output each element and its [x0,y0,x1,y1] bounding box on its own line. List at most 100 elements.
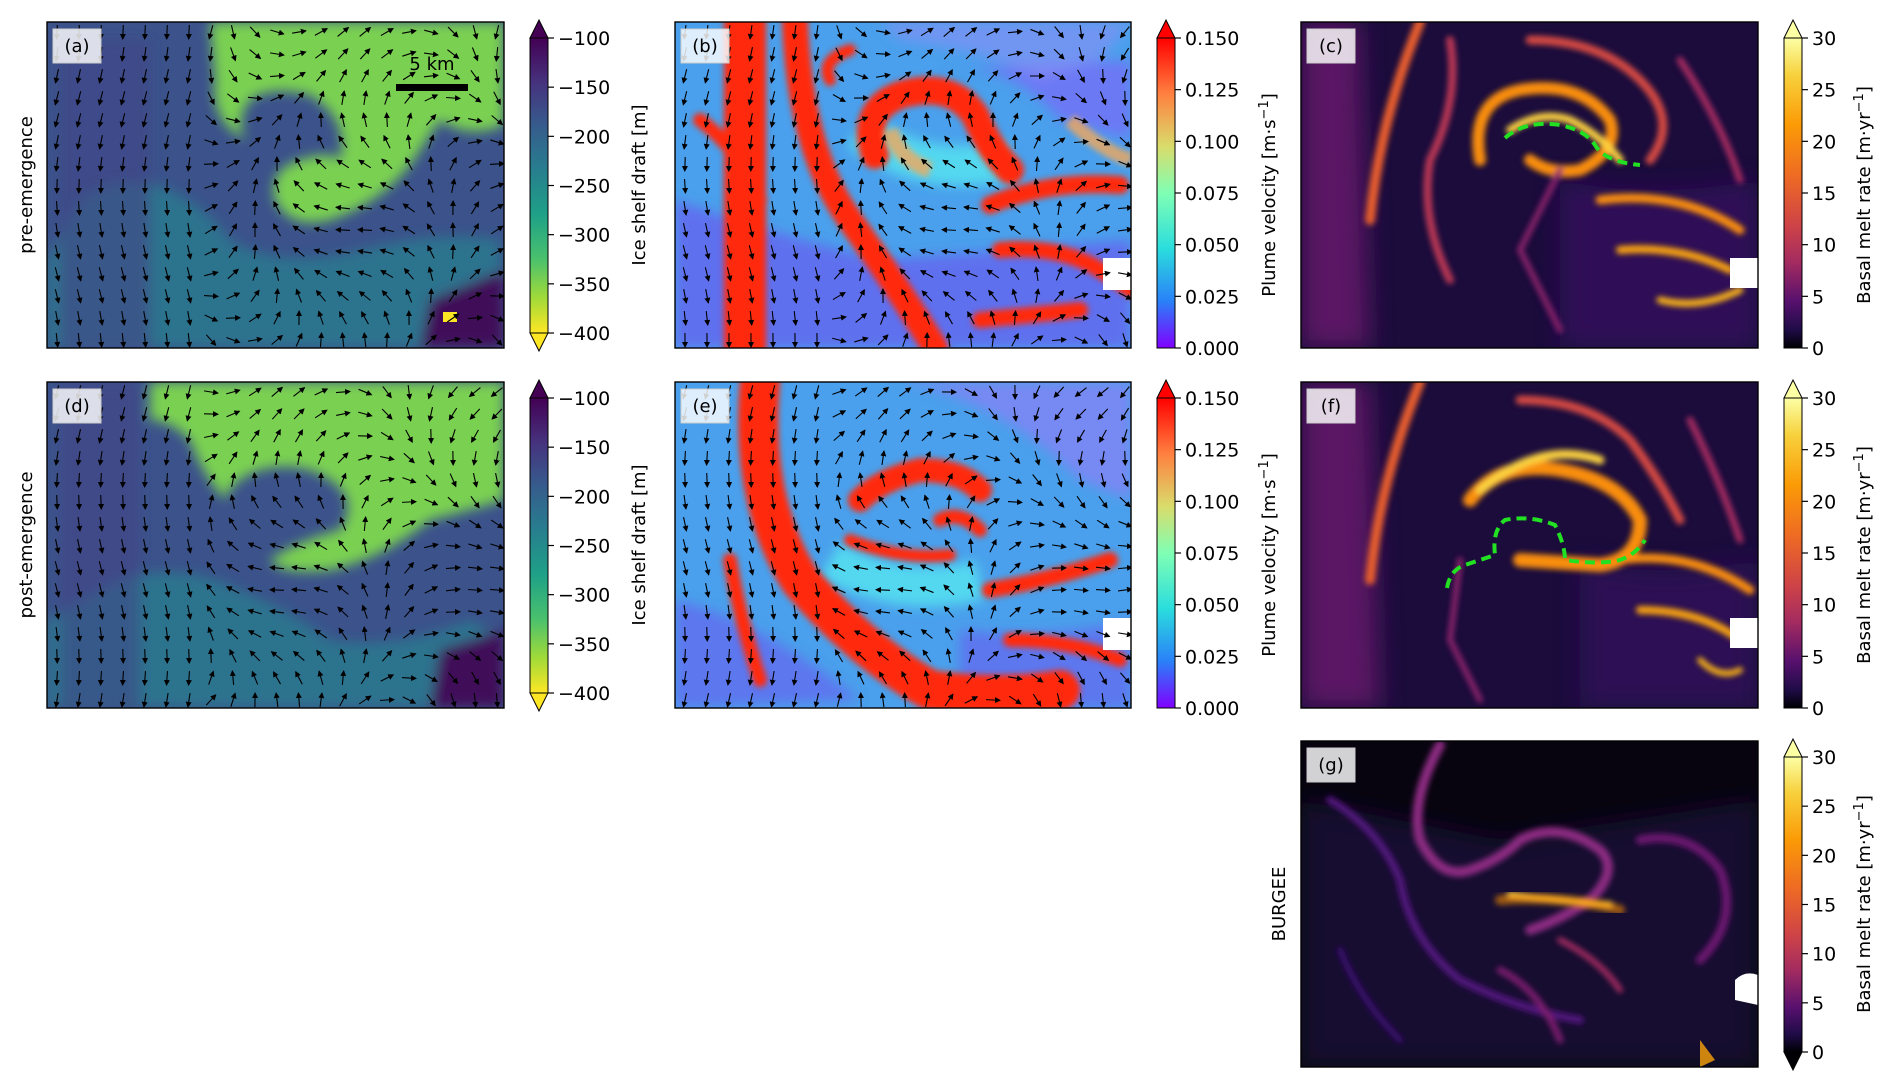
quiver-arrow [406,112,413,127]
quiver-arrow [748,289,755,304]
quiver-arrow [725,113,732,128]
quiver-arrow [54,245,61,260]
quiver-arrow [986,28,1001,36]
quiver-arrow [835,451,843,465]
quiver-arrow [748,267,755,282]
quiver-arrow [97,450,104,466]
quiver-arrow [880,134,887,149]
quiver-arrow [424,498,439,506]
quiver-arrow [1032,311,1042,325]
quiver-arrow [855,27,868,38]
quiver-arrow [491,334,503,346]
quiver-arrow [990,332,997,348]
quiver-arrow [857,288,865,303]
quiver-arrow [142,626,149,642]
quiver-arrow [1095,565,1111,572]
quiver-arrow [986,49,1000,59]
quiver-arrow [207,516,214,532]
quiver-arrow [704,626,711,642]
quiver-arrow [468,519,482,529]
quiver-arrow [361,582,369,597]
quiver-arrow [75,692,82,708]
quiver-arrow [358,454,373,461]
quiver-arrow [725,134,732,150]
colorbar-tick-label: −200 [558,126,610,148]
quiver-arrow [317,494,325,509]
quiver-arrow [269,586,285,593]
quiver-arrow [1096,182,1111,189]
quiver-arrow [338,627,348,641]
quiver-arrow [270,651,283,661]
quiver-arrow [97,692,104,708]
quiver-arrow [120,539,127,554]
quiver-arrow [357,248,373,255]
panel-b [675,22,1131,348]
quiver-arrow [831,314,847,321]
colorbar-label-melt-c: Basal melt rate [m·yr−1] [1852,86,1876,304]
quiver-arrow [491,651,504,662]
quiver-arrow [988,385,998,399]
colorbar-label-velocity-e: Plume velocity [m·s−1] [1257,453,1281,657]
quiver-arrow [899,387,912,397]
quiver-arrow [317,112,324,128]
quiver-arrows-e [681,384,1131,708]
quiver-arrow [1030,498,1045,506]
quiver-arrow [248,72,263,80]
colorbar-tick-label: −350 [558,274,610,296]
colorbar-tick-label: 30 [1812,388,1836,410]
quiver-arrow [468,337,483,344]
quiver-arrow [424,542,439,549]
quiver-arrow [853,564,868,571]
quiver-arrow [317,450,325,465]
quiver-arrow [857,200,864,216]
quiver-arrow [468,138,483,145]
quiver-arrow [964,388,978,396]
colorbar-velocity-b: 0.150 0.125 0.100 0.075 0.050 0.025 0.000 Plum… [1156,18,1280,360]
quiver-arrow [427,451,435,466]
quiver-arrow [448,407,458,421]
quiver-arrow [878,201,888,215]
quiver-arrow [447,136,460,148]
quiver-arrow [446,631,461,638]
panel-c-label-box: (c) [1306,28,1356,64]
quiver-arrow [141,156,148,172]
quiver-arrow [1011,332,1019,347]
quiver-arrow [207,46,214,62]
colorbar-tick-label: 0.000 [1185,698,1239,720]
quiver-arrow [76,332,83,348]
quiver-arrow [98,539,105,554]
quiver-arrow [813,428,820,444]
quiver-arrow [813,113,820,128]
quiver-arrow [317,310,324,325]
quiver-arrow [857,472,864,488]
quiver-arrow [98,200,105,216]
quiver-arrow [227,431,240,441]
quiver-arrow [428,134,435,149]
quiver-arrow [814,561,821,576]
quiver-arrow [380,497,394,507]
quiver-arrow [427,244,435,259]
quiver-arrow [163,156,170,172]
quiver-arrow [791,134,798,150]
colorbar-tick-label: −250 [558,536,610,558]
quiver-arrow [834,70,845,83]
quiver-arrow [405,429,413,444]
colorbar-tick-label: 5 [1812,993,1824,1015]
quiver-arrow [1095,293,1111,300]
quiver-arrow [704,267,711,282]
quiver-arrow [76,561,83,576]
quiver-arrow [1117,226,1131,233]
quiver-arrow [489,587,504,594]
quiver-arrow [941,248,957,255]
quiver-arrow [98,561,105,576]
quiver-arrow [814,472,821,488]
colorbar-label-draft-d: Ice shelf draft [m] [629,464,650,625]
quiver-arrow [919,586,934,594]
quiver-arrow [747,69,754,84]
quiver-arrow [225,586,240,594]
quiver-arrow [1096,204,1111,212]
quiver-arrow [403,540,416,551]
quiver-arrow [226,337,241,344]
quiver-arrow [186,626,193,642]
quiver-arrow [142,516,149,532]
